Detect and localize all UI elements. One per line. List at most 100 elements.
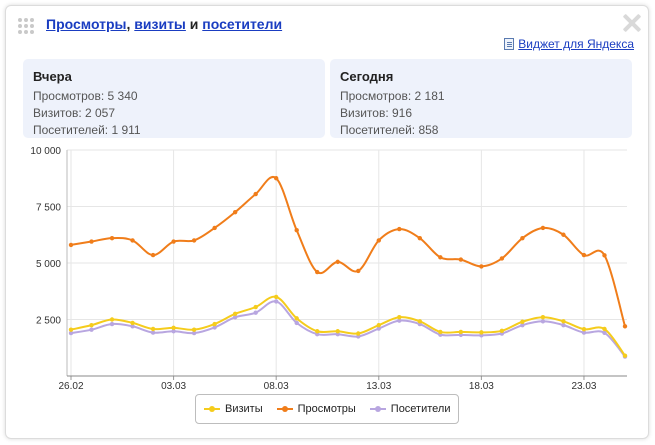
yandex-widget-label[interactable]: Виджет для Яндекса (518, 37, 634, 51)
data-point-visits (68, 327, 74, 332)
data-point-visits (109, 317, 115, 322)
data-point-views (212, 225, 217, 231)
data-point-views (540, 225, 546, 231)
data-point-views (68, 242, 74, 248)
data-point-visits (130, 320, 135, 326)
series-line-visitors (70, 300, 626, 358)
data-point-visitors (273, 299, 279, 304)
x-tick-label: 23.03 (571, 381, 596, 392)
stats-views: Просмотров: 2 181 (340, 89, 445, 103)
data-point-visitors (520, 322, 525, 328)
data-point-views (602, 253, 607, 258)
data-point-visits (150, 326, 156, 332)
visits-link[interactable]: визиты (134, 16, 186, 32)
chart-legend: Визиты Просмотры Посетители (195, 394, 460, 424)
data-point-visits (458, 329, 464, 335)
data-point-visits (335, 329, 340, 334)
title-separator: и (185, 16, 203, 32)
data-point-visits (438, 329, 443, 335)
stats-yesterday: Вчера Просмотров: 5 340 Визитов: 2 057 П… (23, 59, 325, 138)
data-point-views (273, 176, 279, 181)
widget-panel: Просмотры, визиты и посетители Виджет дл… (5, 5, 649, 439)
data-point-visitors (253, 310, 258, 315)
data-point-visitors (191, 330, 197, 336)
data-point-visits (602, 326, 607, 332)
data-point-visitors (109, 321, 115, 327)
legend-swatch-views (276, 406, 293, 412)
data-point-visitors (232, 315, 238, 320)
data-point-visitors (68, 330, 74, 336)
data-point-visits (253, 304, 258, 310)
data-point-visits (397, 315, 402, 320)
stats-visits: Визитов: 2 057 (33, 106, 116, 120)
data-point-views (397, 226, 402, 232)
x-tick-label: 03.03 (161, 381, 186, 392)
data-point-views (232, 209, 238, 215)
legend-label-visitors: Посетители (390, 403, 451, 415)
y-tick-label: 5 000 (36, 259, 61, 270)
drag-handle-icon[interactable] (18, 18, 36, 36)
data-point-visits (294, 316, 299, 321)
data-point-views (109, 235, 115, 241)
data-point-visitors (602, 330, 607, 336)
data-point-views (191, 238, 197, 243)
series-line-visits (70, 295, 626, 357)
data-point-visits (540, 315, 546, 320)
legend-label-visits: Визиты (225, 403, 263, 415)
data-point-views (294, 228, 299, 233)
stats-today: Сегодня Просмотров: 2 181 Визитов: 916 П… (330, 59, 632, 138)
data-point-views (520, 235, 525, 241)
yandex-widget-link[interactable]: Виджет для Яндекса (504, 37, 634, 51)
document-icon (504, 38, 515, 50)
data-point-visits (479, 330, 484, 335)
data-point-visitors (89, 327, 94, 332)
data-point-visits (171, 325, 176, 331)
data-point-visitors (581, 330, 587, 335)
data-point-visits (191, 327, 197, 332)
data-point-views (130, 238, 135, 243)
widget-title: Просмотры, визиты и посетители (46, 16, 282, 32)
data-point-views (356, 268, 361, 274)
x-tick-label: 13.03 (366, 381, 391, 392)
data-point-visitors (397, 318, 402, 323)
data-point-visits (376, 322, 381, 328)
title-separator: , (126, 16, 135, 32)
views-link[interactable]: Просмотры (46, 16, 127, 32)
data-point-views (376, 238, 381, 243)
legend-item-visits[interactable]: Визиты (204, 403, 263, 415)
data-point-visits (520, 319, 525, 324)
x-tick-label: 26.02 (58, 381, 83, 392)
legend-item-visitors[interactable]: Посетители (369, 403, 451, 415)
data-point-views (479, 264, 484, 269)
data-point-views (581, 252, 587, 258)
data-point-views (438, 255, 443, 260)
data-point-views (253, 191, 258, 197)
data-point-views (150, 252, 156, 258)
data-point-visits (273, 294, 279, 300)
legend-label-views: Просмотры (297, 403, 356, 415)
stats-today-heading: Сегодня (340, 69, 394, 84)
data-point-visits (417, 319, 423, 324)
data-point-views (499, 256, 505, 261)
x-tick-label: 08.03 (264, 381, 289, 392)
data-point-visitors (171, 329, 176, 334)
legend-item-views[interactable]: Просмотры (276, 403, 356, 415)
data-point-visitors (212, 325, 217, 330)
y-tick-label: 10 000 (30, 146, 61, 157)
data-point-visitors (540, 319, 546, 324)
data-point-views (458, 257, 464, 262)
data-point-visits (89, 322, 94, 328)
x-tick-label: 18.03 (469, 381, 494, 392)
data-point-visits (232, 311, 238, 317)
data-point-visits (499, 328, 505, 333)
stats-visitors: Посетителей: 858 (340, 123, 439, 137)
data-point-views (622, 324, 628, 329)
stats-views: Просмотров: 5 340 (33, 89, 138, 103)
data-point-visits (315, 329, 320, 334)
data-point-views (89, 239, 94, 244)
data-point-views (561, 232, 566, 237)
data-point-views (315, 269, 320, 275)
stats-visitors: Посетителей: 1 911 (33, 123, 141, 137)
visitors-link[interactable]: посетители (202, 16, 283, 32)
